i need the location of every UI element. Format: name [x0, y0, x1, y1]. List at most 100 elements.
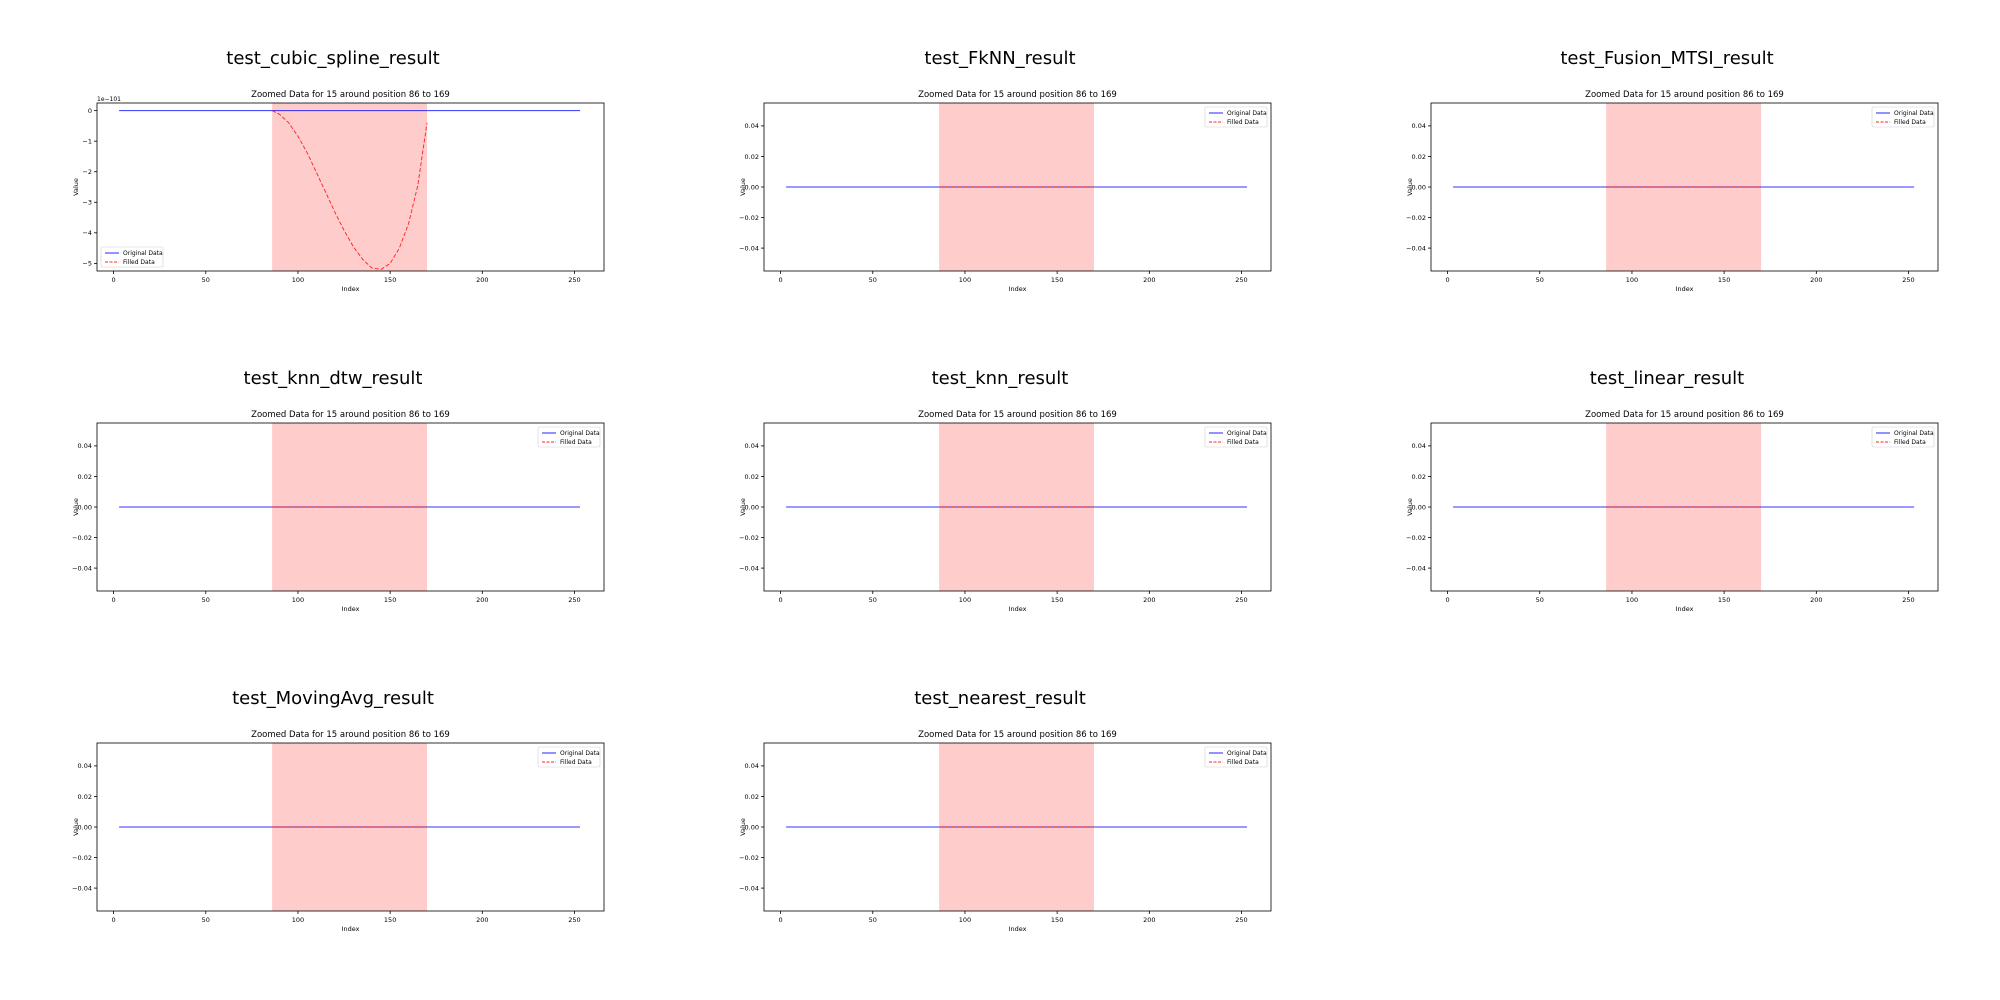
x-tick-label: 50 [869, 916, 877, 924]
y-tick-label: −2 [82, 168, 92, 176]
chart: Zoomed Data for 15 around position 86 to… [739, 730, 1272, 933]
y-tick-label: −0.02 [1406, 534, 1426, 542]
chart: Zoomed Data for 15 around position 86 to… [72, 410, 605, 613]
x-tick-label: 250 [1235, 596, 1247, 604]
chart: Zoomed Data for 15 around position 86 to… [72, 730, 605, 933]
y-tick-label: 0.00 [745, 183, 759, 191]
y-tick-label: 0.02 [745, 153, 759, 161]
y-tick-label: −0.02 [72, 854, 92, 862]
legend: Original Data Filled Data [537, 746, 601, 768]
panel-title: test_MovingAvg_result [232, 688, 434, 709]
x-tick-label: 250 [568, 596, 580, 604]
x-tick-label: 0 [1446, 276, 1450, 284]
legend: Original Data Filled Data [1204, 746, 1268, 768]
x-tick-label: 200 [476, 916, 488, 924]
y-tick-label: −0.04 [72, 884, 92, 892]
y-tick-label: 0.02 [78, 473, 92, 481]
panel-cubic-spline: test_cubic_spline_result Zoomed Data for… [0, 0, 666, 320]
y-tick-label: −0.04 [739, 564, 759, 572]
panel-title: test_FkNN_result [924, 48, 1076, 69]
x-axis-label: Index [1009, 925, 1027, 933]
y-tick-label: −0.02 [72, 534, 92, 542]
panel-title: test_Fusion_MTSI_result [1560, 48, 1774, 69]
x-tick-label: 50 [869, 276, 877, 284]
y-tick-label: 0.04 [78, 762, 92, 770]
x-axis-label: Index [1009, 285, 1027, 293]
panel-fknn: test_FkNN_result Zoomed Data for 15 arou… [667, 0, 1333, 320]
panel-knn-dtw: test_knn_dtw_result Zoomed Data for 15 a… [0, 320, 666, 640]
panel-fusion-mtsi: test_Fusion_MTSI_result Zoomed Data for … [1334, 0, 2000, 320]
y-axis-label: Value [72, 818, 80, 836]
legend-label-filled: Filled Data [1894, 439, 1926, 446]
axis-offset-text: 1e−101 [97, 96, 121, 103]
legend-label-filled: Filled Data [1227, 759, 1259, 766]
y-tick-label: 0.04 [745, 762, 759, 770]
x-tick-label: 150 [1051, 916, 1063, 924]
y-tick-label: 0.04 [1412, 122, 1426, 130]
y-tick-label: 0.00 [745, 823, 759, 831]
x-axis-label: Index [342, 925, 360, 933]
x-tick-label: 200 [1810, 276, 1822, 284]
panel-nearest: test_nearest_result Zoomed Data for 15 a… [667, 640, 1333, 960]
legend: Original Data Filled Data [1871, 106, 1935, 128]
filled-data-line [271, 110, 428, 270]
y-tick-label: 0.04 [1412, 442, 1426, 450]
legend-label-filled: Filled Data [560, 759, 592, 766]
legend-label-original: Original Data [560, 750, 600, 757]
x-tick-label: 150 [384, 916, 396, 924]
chart-title: Zoomed Data for 15 around position 86 to… [251, 90, 450, 100]
y-axis-label: Value [1406, 178, 1414, 196]
x-tick-label: 0 [779, 916, 783, 924]
x-tick-label: 50 [202, 916, 210, 924]
x-tick-label: 200 [1143, 916, 1155, 924]
panel-title: test_linear_result [1589, 368, 1745, 389]
legend-label-original: Original Data [123, 250, 163, 257]
x-tick-label: 50 [202, 276, 210, 284]
x-tick-label: 200 [476, 596, 488, 604]
y-tick-label: −0.02 [739, 854, 759, 862]
legend-label-original: Original Data [1227, 110, 1267, 117]
x-tick-label: 50 [202, 596, 210, 604]
x-tick-label: 150 [1051, 276, 1063, 284]
y-tick-label: −0.02 [739, 534, 759, 542]
legend-label-original: Original Data [560, 430, 600, 437]
x-tick-label: 250 [1235, 276, 1247, 284]
y-tick-label: 0.04 [78, 442, 92, 450]
legend: Original Data Filled Data [1204, 106, 1268, 128]
chart: Zoomed Data for 15 around position 86 to… [1406, 90, 1939, 293]
x-tick-label: 200 [1143, 276, 1155, 284]
chart: Zoomed Data for 15 around position 86 to… [72, 90, 605, 293]
x-tick-label: 0 [1446, 596, 1450, 604]
x-tick-label: 100 [292, 276, 304, 284]
chart: Zoomed Data for 15 around position 86 to… [739, 90, 1272, 293]
x-axis-label: Index [1009, 605, 1027, 613]
x-tick-label: 250 [568, 276, 580, 284]
x-tick-label: 100 [292, 596, 304, 604]
x-tick-label: 0 [112, 276, 116, 284]
panel-title: test_cubic_spline_result [226, 48, 440, 69]
x-tick-label: 100 [292, 916, 304, 924]
y-tick-label: −5 [82, 260, 92, 268]
legend-label-filled: Filled Data [560, 439, 592, 446]
y-tick-label: −0.04 [739, 244, 759, 252]
panel-linear: test_linear_result Zoomed Data for 15 ar… [1334, 320, 2000, 640]
x-tick-label: 50 [1536, 276, 1544, 284]
y-tick-label: 0.02 [745, 473, 759, 481]
y-axis-label: Value [1406, 498, 1414, 516]
legend: Original Data Filled Data [1204, 426, 1268, 448]
legend-label-filled: Filled Data [123, 259, 155, 266]
x-tick-label: 250 [1902, 276, 1914, 284]
chart-title: Zoomed Data for 15 around position 86 to… [251, 730, 450, 740]
chart: Zoomed Data for 15 around position 86 to… [1406, 410, 1939, 613]
x-tick-label: 200 [476, 276, 488, 284]
x-axis-label: Index [342, 285, 360, 293]
y-tick-label: 0.04 [745, 122, 759, 130]
y-tick-label: −0.04 [72, 564, 92, 572]
y-tick-label: −0.04 [739, 884, 759, 892]
legend-label-original: Original Data [1227, 750, 1267, 757]
x-axis-label: Index [342, 605, 360, 613]
y-tick-label: −3 [82, 199, 92, 207]
y-tick-label: 0.00 [1412, 183, 1426, 191]
panel-title: test_knn_result [931, 368, 1069, 389]
x-tick-label: 150 [1051, 596, 1063, 604]
